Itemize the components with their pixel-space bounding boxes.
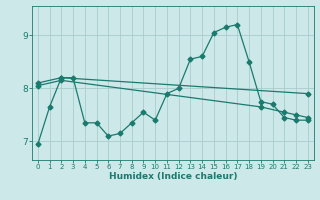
X-axis label: Humidex (Indice chaleur): Humidex (Indice chaleur) [108,172,237,181]
